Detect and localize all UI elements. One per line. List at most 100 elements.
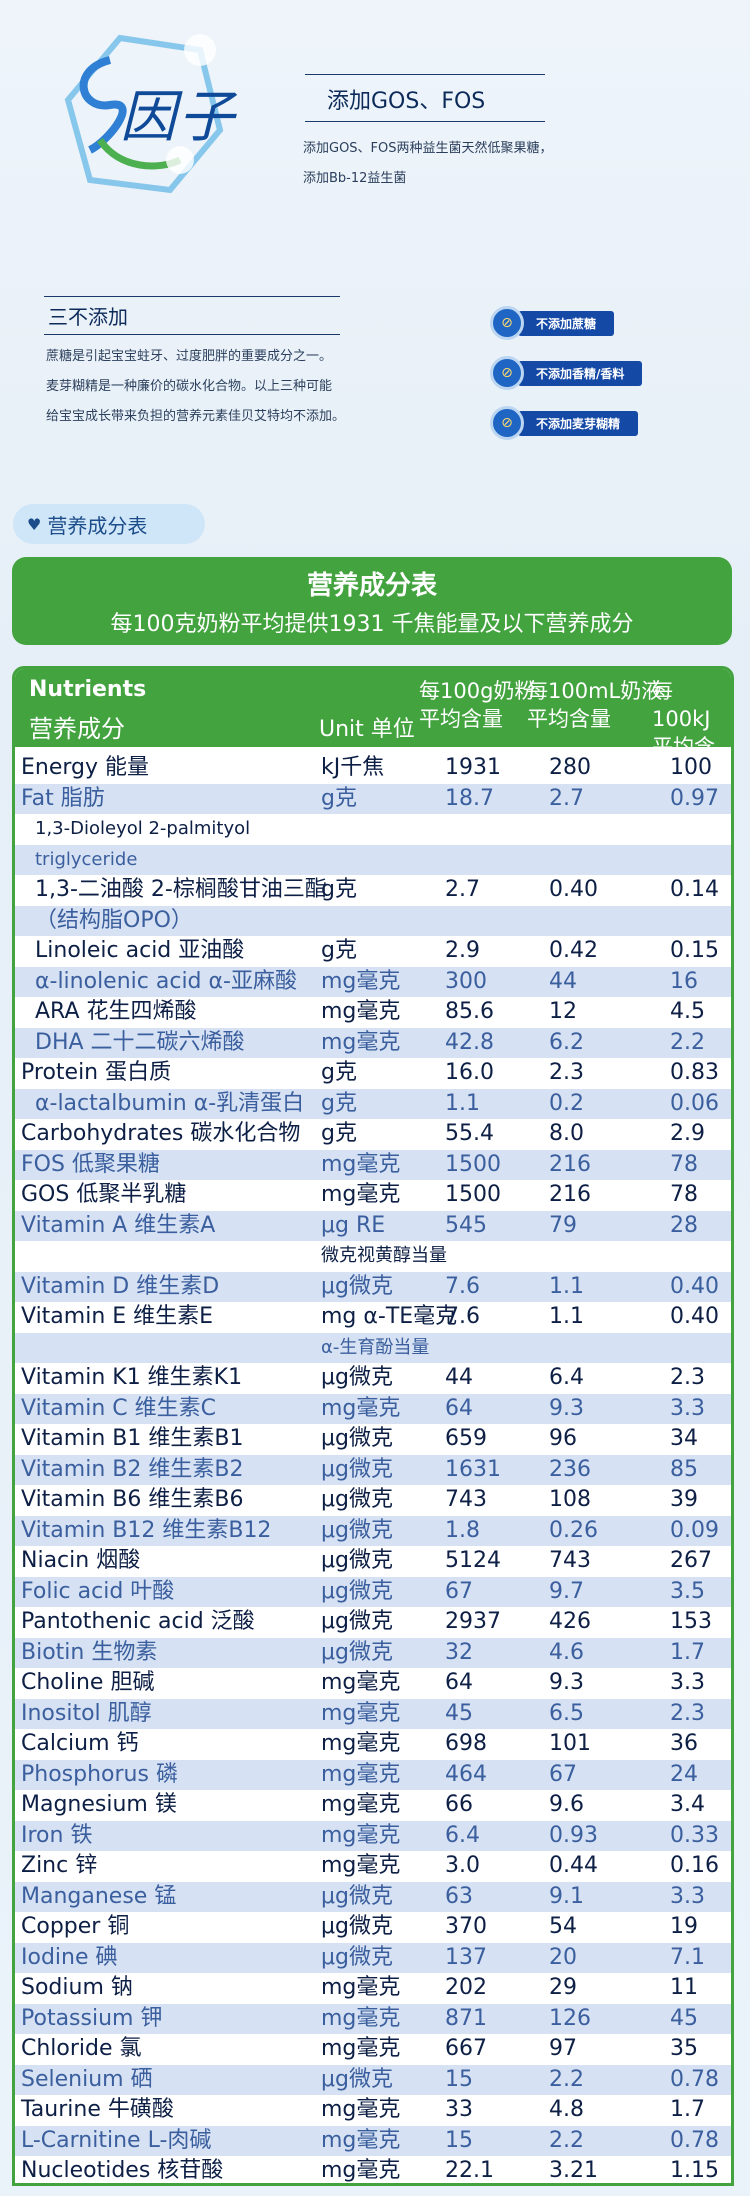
table-row: Potassium 钾 mg毫克 871 126 45 (15, 2003, 731, 2034)
value-per-100kj: 0.14 (670, 877, 719, 902)
table-row: Magnesium 镁 mg毫克 66 9.6 3.4 (15, 1790, 731, 1821)
value-per-100g: 2.7 (445, 877, 480, 902)
value-per-100ml: 101 (549, 1731, 591, 1756)
nutrient-name: Calcium 钙 (21, 1731, 139, 1756)
table-row: Taurine 牛磺酸 mg毫克 33 4.8 1.7 (15, 2095, 731, 2126)
nutrient-name: Manganese 锰 (21, 1883, 177, 1909)
table-row: Folic acid 叶酸 μg微克 67 9.7 3.5 (15, 1576, 731, 1607)
badge-label: 不添加麦芽糊精 (518, 410, 639, 436)
table-row: Vitamin B6 维生素B6 μg微克 743 108 39 (15, 1485, 731, 1516)
nutrient-name: triglyceride (35, 848, 138, 870)
nutrient-name: Vitamin A 维生素A (21, 1212, 216, 1238)
value-per-100kj: 1.7 (670, 1639, 705, 1665)
nutrient-unit: mg毫克 (321, 1822, 401, 1848)
intro-description: 添加GOS、FOS两种益生菌天然低聚果糖， 添加Bb-12益生菌 (303, 134, 723, 194)
value-per-100g: 300 (445, 968, 487, 994)
value-per-100ml: 743 (549, 1548, 591, 1573)
value-per-100g: 7.6 (445, 1273, 480, 1299)
table-row: Vitamin B1 维生素B1 μg微克 659 96 34 (15, 1424, 731, 1455)
nutrient-name: （结构脂OPO） (35, 907, 193, 933)
table-row: Energy 能量 kJ千焦 1931 280 100 (15, 753, 731, 784)
value-per-100ml: 280 (549, 755, 591, 780)
value-per-100kj: 7.1 (670, 1944, 705, 1970)
value-per-100kj: 78 (670, 1182, 698, 1207)
value-per-100kj: 19 (670, 1914, 698, 1939)
nutrient-name: α-linolenic acid α-亚麻酸 (35, 968, 297, 994)
value-per-100kj: 36 (670, 1731, 698, 1756)
value-per-100ml: 44 (549, 968, 577, 994)
nutrient-unit: mg毫克 (321, 1731, 401, 1756)
nutrient-name: Protein 蛋白质 (21, 1060, 172, 1085)
value-per-100g: 1.8 (445, 1517, 480, 1543)
nutrient-unit: μg微克 (321, 2066, 393, 2092)
nutrient-unit: mg毫克 (321, 2127, 401, 2153)
nutrient-name: Vitamin B1 维生素B1 (21, 1426, 244, 1451)
header-col3-line: 每100kJ (652, 679, 711, 731)
value-per-100ml: 236 (549, 1456, 591, 1482)
value-per-100kj: 0.40 (670, 1273, 719, 1299)
section-pill: ♥ 营养成分表 (13, 504, 205, 544)
nutrient-unit: μg微克 (321, 1883, 393, 1909)
nutrient-unit: μg微克 (321, 1517, 393, 1543)
table-row: Choline 胆碱 mg毫克 64 9.3 3.3 (15, 1668, 731, 1699)
header-nutrients-en: Nutrients (29, 677, 147, 702)
value-per-100g: 137 (445, 1944, 487, 1970)
nutrient-unit: μg微克 (321, 1365, 393, 1390)
no-additive-line: 蔗糖是引起宝宝蛀牙、过度肥胖的重要成分之一。 (46, 349, 333, 364)
nutrient-unit: mg毫克 (321, 2158, 401, 2183)
value-per-100kj: 0.83 (670, 1060, 719, 1085)
nutrient-unit: mg毫克 (321, 1761, 401, 1787)
nutrient-name: Vitamin E 维生素E (21, 1304, 214, 1329)
value-per-100kj: 0.15 (670, 938, 719, 963)
nutrient-name: Linoleic acid 亚油酸 (35, 938, 245, 963)
value-per-100kj: 0.97 (670, 785, 719, 811)
table-row: Niacin 烟酸 μg微克 5124 743 267 (15, 1546, 731, 1577)
value-per-100ml: 9.6 (549, 1792, 584, 1817)
value-per-100g: 370 (445, 1914, 487, 1939)
section-pill-label: 营养成分表 (47, 513, 148, 538)
value-per-100kj: 78 (670, 1151, 698, 1177)
logo-text: 因子 (120, 85, 236, 150)
value-per-100ml: 6.2 (549, 1029, 584, 1055)
intro-desc-line: 添加Bb-12益生菌 (303, 171, 407, 186)
table-row: Nucleotides 核苷酸 mg毫克 22.1 3.21 1.15 (15, 2156, 731, 2183)
value-per-100kj: 0.78 (670, 2127, 719, 2153)
table-row: Sodium 钠 mg毫克 202 29 11 (15, 1973, 731, 2004)
nutrient-name: Niacin 烟酸 (21, 1548, 141, 1573)
badge-no-sugar: ⊘ 不添加蔗糖 (490, 306, 642, 340)
table-row: ARA 花生四烯酸 mg毫克 85.6 12 4.5 (15, 997, 731, 1028)
value-per-100g: 202 (445, 1975, 487, 2000)
value-per-100g: 1931 (445, 755, 501, 780)
value-per-100ml: 9.7 (549, 1578, 584, 1604)
nutrient-unit: kJ千焦 (321, 755, 385, 780)
value-per-100ml: 29 (549, 1975, 577, 2000)
table-row: Vitamin B2 维生素B2 μg微克 1631 236 85 (15, 1454, 731, 1485)
value-per-100g: 5124 (445, 1548, 501, 1573)
no-additive-line: 麦芽糊精是一种廉价的碳水化合物。以上三种可能 (46, 379, 333, 394)
header-col1: 每100g奶粉 平均含量 (419, 677, 535, 733)
table-row: Vitamin C 维生素C mg毫克 64 9.3 3.3 (15, 1393, 731, 1424)
header-col2-line: 每100mL奶液 (527, 679, 663, 703)
nutrient-name: Vitamin B6 维生素B6 (21, 1487, 244, 1512)
value-per-100g: 45 (445, 1700, 473, 1726)
value-per-100ml: 1.1 (549, 1273, 584, 1299)
nutrient-name: 1,3-Dioleyol 2-palmityol (35, 818, 251, 839)
nutrient-name: Fat 脂肪 (21, 785, 105, 811)
nutrient-unit: 微克视黄醇当量 (321, 1245, 447, 1266)
value-per-100kj: 24 (670, 1761, 698, 1787)
table-row: Vitamin B12 维生素B12 μg微克 1.8 0.26 0.09 (15, 1515, 731, 1546)
nutrient-name: L-Carnitine L-肉碱 (21, 2127, 212, 2153)
badge-no-maltodextrin: ⊘ 不添加麦芽糊精 (490, 406, 642, 440)
nutrient-name: Taurine 牛磺酸 (21, 2097, 174, 2122)
nutrient-unit: mg毫克 (321, 1029, 401, 1055)
badge-label: 不添加蔗糖 (518, 310, 615, 336)
nutrient-name: Folic acid 叶酸 (21, 1578, 175, 1604)
header-unit: Unit 单位 (319, 717, 415, 742)
value-per-100g: 871 (445, 2005, 487, 2031)
value-per-100kj: 0.40 (670, 1304, 719, 1329)
table-row: Fat 脂肪 g克 18.7 2.7 0.97 (15, 783, 731, 814)
table-row: 1,3-二油酸 2-棕榈酸甘油三酯 g克 2.7 0.40 0.14 (15, 875, 731, 906)
value-per-100ml: 6.5 (549, 1700, 584, 1726)
nutrient-unit: mg α-TE毫克 (321, 1304, 458, 1329)
value-per-100g: 22.1 (445, 2158, 494, 2183)
